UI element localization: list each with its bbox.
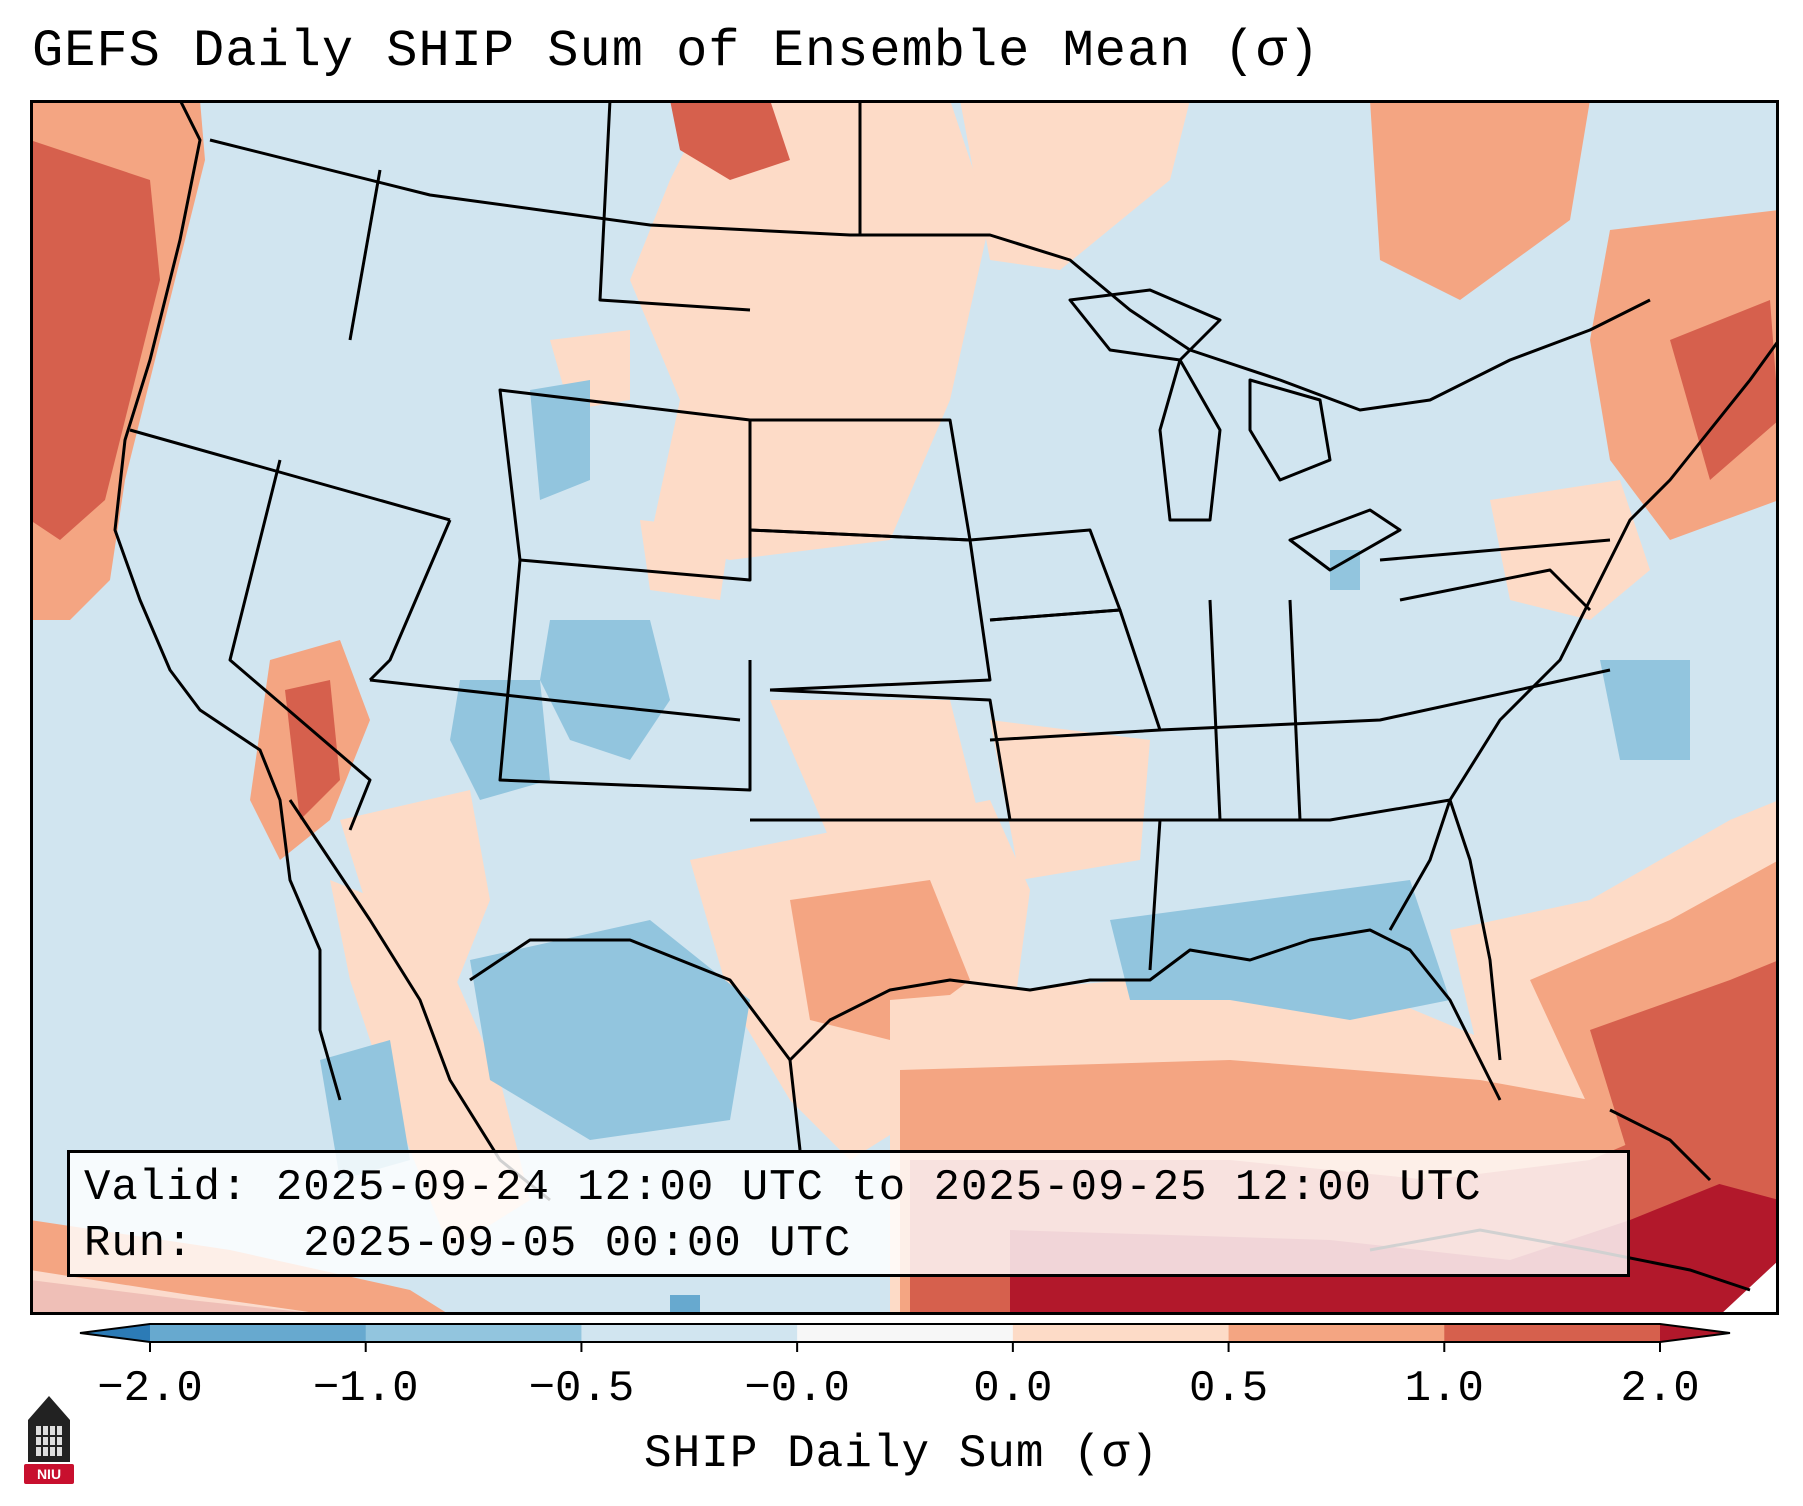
- arizona-anomaly: [340, 790, 490, 1000]
- ship-map: [30, 100, 1779, 1315]
- wyoming-anomaly: [640, 520, 730, 600]
- off-grid-area-right: [1720, 1260, 1779, 1315]
- mexico-neg: [470, 920, 750, 1140]
- lake-huron: [1248, 378, 1332, 482]
- colorbar-tick-label: 1.0: [1405, 1364, 1484, 1414]
- colorbar-extend-low: [80, 1324, 150, 1342]
- colorbar: −2.0 −1.0 −0.5 −0.0 0.0 0.5 1.0 2.0: [79, 1323, 1731, 1414]
- colorado-neg: [540, 620, 670, 760]
- run-time: 2025-09-05 00:00 UTC: [303, 1219, 852, 1269]
- bahamas: [1609, 1108, 1712, 1182]
- utah-neg: [450, 680, 550, 800]
- valid-range: 2025-09-24 12:00 UTC to 2025-09-25 12:00…: [275, 1163, 1482, 1213]
- colorbar-extend-high: [1660, 1324, 1730, 1342]
- chart-title: GEFS Daily SHIP Sum of Ensemble Mean (σ): [32, 22, 1321, 81]
- run-line: Run: 2025-09-05 00:00 UTC: [84, 1219, 851, 1269]
- northern-plains-anomaly: [630, 100, 990, 560]
- niu-logo: NIU: [24, 1396, 74, 1484]
- atlantic-neg: [1600, 660, 1690, 760]
- colorbar-tick-label: 2.0: [1620, 1364, 1699, 1414]
- state-line-19: [1399, 568, 1592, 612]
- florida: [1388, 798, 1502, 1061]
- state-line-2: [129, 428, 451, 522]
- state-line-20: [598, 100, 751, 312]
- kansas-anomaly: [770, 700, 980, 840]
- lake-superior: [1068, 288, 1222, 362]
- colorbar-segment: [1012, 1324, 1230, 1342]
- canada-east-anomaly: [960, 100, 1190, 270]
- oklahoma-anomaly: [990, 720, 1150, 880]
- colorbar-tick-label: −0.5: [529, 1364, 635, 1414]
- sierra-madre-neg: [320, 1040, 410, 1180]
- state-line-12: [989, 608, 1162, 742]
- valid-line: Valid: 2025-09-24 12:00 UTC to 2025-09-2…: [84, 1163, 1482, 1213]
- gulf-coast: [788, 928, 1502, 1151]
- state-line-16: [1208, 599, 1222, 821]
- colorbar-tick-label: 0.0: [973, 1364, 1052, 1414]
- state-line-15: [1150, 798, 1451, 822]
- colorbar-tick-label: −2.0: [97, 1364, 203, 1414]
- colorbar-segment: [365, 1324, 582, 1342]
- state-line-18: [1379, 538, 1611, 562]
- lake-erie: [1288, 508, 1402, 572]
- boundaries: [113, 100, 1779, 1202]
- state-line-17: [1288, 599, 1302, 821]
- state-line-22: [469, 938, 792, 1061]
- colorbar-label: SHIP Daily Sum (σ): [644, 1428, 1159, 1480]
- state-line-1: [348, 169, 382, 341]
- state-line-7: [498, 559, 752, 792]
- negative-anomalies: [320, 380, 1690, 1315]
- west-coast: [113, 100, 342, 1101]
- colorbar-segment: [1444, 1324, 1661, 1342]
- idaho-neg: [530, 380, 590, 500]
- off-grid-area: [30, 1270, 330, 1315]
- colorbar-segment: [1228, 1324, 1445, 1342]
- run-label: Run:: [84, 1219, 194, 1269]
- logo-text: NIU: [37, 1466, 61, 1482]
- pacific-nw-core: [30, 140, 160, 540]
- state-line-3: [228, 459, 372, 831]
- state-line-14: [1159, 668, 1611, 732]
- canada-north-anomaly: [670, 100, 790, 180]
- colorbar-tick-label: −1.0: [313, 1364, 419, 1414]
- ohio-neg: [1330, 550, 1360, 590]
- colorbar-tick-label: −0.0: [744, 1364, 850, 1414]
- colorbar-segment: [581, 1324, 798, 1342]
- state-line-10: [750, 688, 1012, 822]
- colorbar-tick-label: 0.5: [1189, 1364, 1268, 1414]
- nm-neg-spot: [670, 1295, 700, 1315]
- state-line-4: [368, 519, 452, 682]
- quebec-anomaly: [1370, 100, 1590, 300]
- valid-label: Valid:: [84, 1163, 249, 1213]
- state-line-5: [369, 678, 741, 722]
- state-line-9: [749, 528, 992, 692]
- lake-michigan: [1158, 358, 1222, 522]
- colorbar-segments: [79, 1323, 1731, 1343]
- colorbar-segment: [797, 1324, 1014, 1342]
- sw-desert-core: [285, 680, 340, 820]
- atlantic-strong: [1590, 960, 1779, 1200]
- new-england-core: [1670, 300, 1779, 480]
- run-info-box: Valid: 2025-09-24 12:00 UTC to 2025-09-2…: [67, 1150, 1630, 1277]
- us-canada-border: [209, 138, 1651, 412]
- colorbar-ticks: −2.0 −1.0 −0.5 −0.0 0.0 0.5 1.0 2.0: [97, 1342, 1700, 1414]
- map-panel: [30, 100, 1779, 1315]
- map-border: [30, 100, 1779, 1315]
- east-coast: [1448, 339, 1779, 801]
- state-line-6: [498, 388, 752, 582]
- colorbar-segment: [150, 1324, 367, 1342]
- mid-atlantic-anomaly: [1490, 480, 1650, 620]
